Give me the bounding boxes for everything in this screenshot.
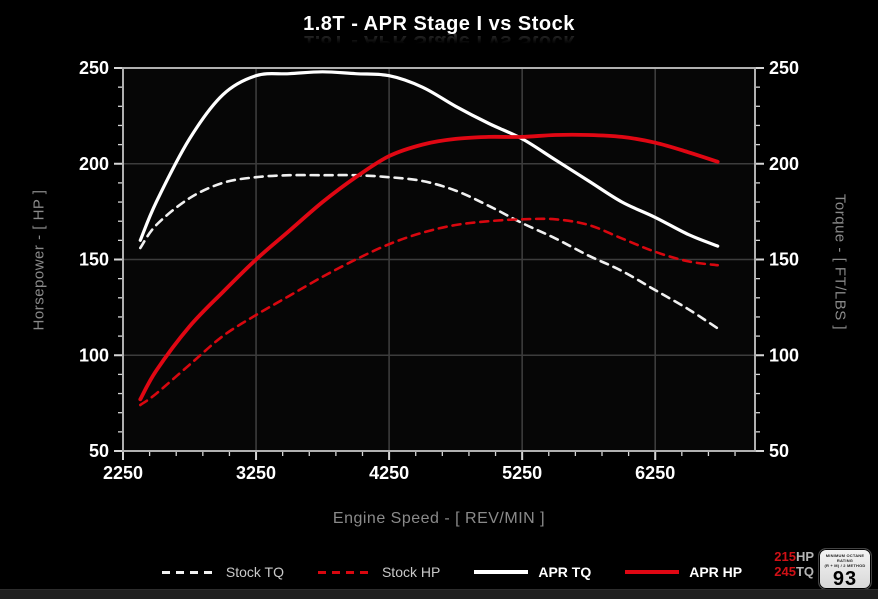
octane-rating: 93 <box>832 568 858 590</box>
octane-badge: MINIMUM OCTANE RATING (R + M) / 2 METHOD… <box>818 548 872 590</box>
peak-hp-line: 215HP <box>774 549 814 564</box>
x-tick-label: 4250 <box>369 463 409 483</box>
peak-tq-line: 245TQ <box>774 564 814 579</box>
peak-hp-value: 215 <box>774 549 796 564</box>
footer-strip <box>0 589 878 599</box>
peak-hp-unit: HP <box>795 549 814 564</box>
y-tick-label-left: 200 <box>79 154 109 174</box>
plot-frame <box>122 67 756 452</box>
octane-badge-line2: (R + M) / 2 METHOD <box>824 563 866 568</box>
y-tick-label-left: 150 <box>79 250 109 270</box>
legend-label: Stock TQ <box>225 564 284 580</box>
y-tick-label-right: 50 <box>769 441 789 461</box>
x-tick-label: 2250 <box>103 463 143 483</box>
x-tick-label: 5250 <box>502 463 542 483</box>
legend-swatch <box>625 570 680 574</box>
legend-swatch <box>474 570 529 574</box>
legend-item-apr-tq: APR TQ <box>474 564 591 580</box>
legend: Stock TQ Stock HP APR TQ APR HP <box>0 564 878 580</box>
y-tick-label-right: 150 <box>769 250 799 270</box>
y-axis-label-left: Horsepower - [ HP ] <box>30 189 48 331</box>
series-curve-stock-tq <box>139 173 719 330</box>
peak-tq-unit: TQ <box>795 564 814 579</box>
legend-label: APR TQ <box>538 564 592 580</box>
legend-swatch <box>317 570 372 574</box>
legend-label: Stock HP <box>381 564 441 580</box>
series-curve-apr-hp <box>138 132 720 402</box>
legend-item-apr-hp: APR HP <box>625 564 742 580</box>
peak-tq-value: 245 <box>774 564 796 579</box>
legend-swatch <box>161 570 216 574</box>
series-curve-apr-tq <box>138 70 720 248</box>
x-axis-label: Engine Speed - [ REV/MIN ] <box>332 510 546 527</box>
y-tick-label-left: 100 <box>79 345 109 365</box>
legend-label: APR HP <box>689 564 743 580</box>
y-axis-label-right: Torque - [ FT/LBS ] <box>831 193 849 331</box>
y-tick-label-right: 100 <box>769 345 799 365</box>
octane-badge-line1: MINIMUM OCTANE RATING <box>825 553 865 563</box>
legend-item-stock-tq: Stock TQ <box>161 564 284 580</box>
y-tick-label-left: 250 <box>79 58 109 78</box>
x-tick-label: 6250 <box>635 463 675 483</box>
chart-title: 1.8T - APR Stage I vs Stock <box>303 13 575 35</box>
y-tick-label-left: 50 <box>89 441 109 461</box>
x-tick-label: 3250 <box>236 463 276 483</box>
y-tick-label-right: 250 <box>769 58 799 78</box>
series-curve-stock-hp <box>139 217 719 407</box>
peak-results: 215HP 245TQ <box>774 549 814 579</box>
y-tick-label-right: 200 <box>769 154 799 174</box>
chart-title-block: 1.8T - APR Stage I vs Stock 1.8T - APR S… <box>0 13 878 53</box>
legend-item-stock-hp: Stock HP <box>317 564 441 580</box>
